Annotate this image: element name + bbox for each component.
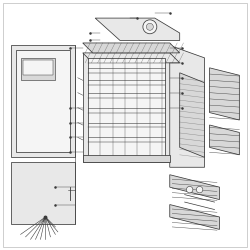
Polygon shape bbox=[95, 18, 180, 40]
Polygon shape bbox=[88, 58, 165, 157]
Circle shape bbox=[186, 186, 193, 193]
Circle shape bbox=[143, 20, 157, 34]
Polygon shape bbox=[180, 73, 204, 157]
Bar bbox=[20, 58, 56, 80]
Polygon shape bbox=[83, 43, 180, 53]
Polygon shape bbox=[83, 53, 180, 63]
Polygon shape bbox=[170, 204, 220, 230]
Polygon shape bbox=[11, 46, 75, 157]
Polygon shape bbox=[11, 162, 75, 224]
Bar bbox=[23, 60, 53, 75]
Polygon shape bbox=[210, 125, 239, 155]
Polygon shape bbox=[170, 175, 220, 200]
Circle shape bbox=[196, 186, 203, 193]
Polygon shape bbox=[16, 50, 70, 152]
Circle shape bbox=[146, 23, 153, 30]
Polygon shape bbox=[83, 53, 170, 162]
Polygon shape bbox=[170, 46, 204, 167]
Polygon shape bbox=[83, 155, 170, 162]
Polygon shape bbox=[210, 68, 239, 120]
